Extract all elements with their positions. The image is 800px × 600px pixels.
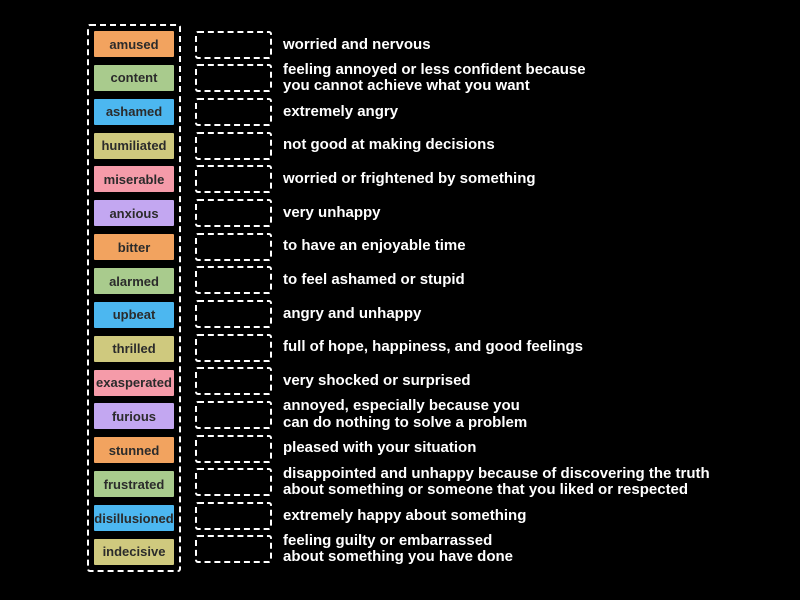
answer-tile-disillusioned[interactable]: disillusioned (93, 504, 175, 533)
match-row: annoyed, especially because you can do no… (195, 398, 795, 432)
drop-slot-16[interactable] (195, 535, 272, 564)
definition-line: very unhappy (283, 203, 381, 221)
definition-text: extremely angry (283, 102, 399, 121)
match-row: extremely happy about something (195, 499, 795, 533)
definition-line: can do nothing to solve a problem (283, 413, 528, 431)
definition-text: pleased with your situation (283, 440, 476, 457)
definition-text: very unhappy (283, 203, 381, 222)
drop-slot-14[interactable] (195, 468, 272, 497)
definition-line: extremely happy about something (283, 506, 527, 524)
drop-slot-10[interactable] (195, 333, 272, 362)
definition-text: annoyed, especially because you can do no… (283, 398, 527, 431)
answer-tile-content[interactable]: content (93, 63, 175, 92)
match-row: worried or frightened by something (195, 163, 795, 197)
match-row: feeling annoyed or less confident becaus… (195, 60, 795, 96)
match-row: not good at making decisions (195, 129, 795, 163)
answer-tile-amused[interactable]: amused (93, 30, 175, 58)
match-row: extremely angry (195, 95, 795, 129)
answer-tile-furious[interactable]: furious (93, 402, 175, 431)
answer-tile-indecisive[interactable]: indecisive (93, 537, 175, 566)
definition-line: very shocked or surprised (283, 371, 471, 389)
definition-text: full of hope, happiness, and good feelin… (283, 339, 583, 356)
answer-tile-upbeat[interactable]: upbeat (93, 300, 175, 329)
definition-line: extremely angry (283, 102, 399, 120)
match-row: very unhappy (195, 196, 795, 230)
match-row: disappointed and unhappy because of disc… (195, 465, 795, 499)
answer-tile-thrilled[interactable]: thrilled (93, 334, 175, 363)
definition-line: worried and nervous (283, 35, 431, 53)
match-row: angry and unhappy (195, 297, 795, 331)
definition-text: not good at making decisions (283, 137, 495, 154)
answer-tile-frustrated[interactable]: frustrated (93, 470, 175, 499)
answer-tile-alarmed[interactable]: alarmed (93, 267, 175, 296)
answer-tile-humiliated[interactable]: humiliated (93, 131, 175, 160)
match-row: to feel ashamed or stupid (195, 263, 795, 297)
drop-slot-13[interactable] (195, 434, 272, 463)
definition-text: worried or frightened by something (283, 171, 536, 188)
definition-text: disappointed and unhappy because of disc… (283, 464, 710, 499)
drop-slot-11[interactable] (195, 367, 272, 396)
match-row: very shocked or surprised (195, 364, 795, 398)
definition-text: to have an enjoyable time (283, 238, 466, 255)
match-row: feeling guilty or embarrassed about somet… (195, 531, 795, 567)
answer-tile-bitter[interactable]: bitter (93, 233, 175, 262)
definition-line: not good at making decisions (283, 136, 495, 154)
drop-slot-12[interactable] (195, 400, 272, 429)
match-row: full of hope, happiness, and good feelin… (195, 331, 795, 365)
drop-slot-7[interactable] (195, 232, 272, 261)
match-row: to have an enjoyable time (195, 230, 795, 264)
definition-line: about something or someone that you like… (283, 481, 689, 499)
drop-slot-6[interactable] (195, 199, 272, 228)
match-row: pleased with your situation (195, 432, 795, 466)
definition-text: feeling guilty or embarrassed about somet… (283, 531, 514, 566)
definition-text: to feel ashamed or stupid (283, 272, 465, 289)
definition-line: angry and unhappy (283, 304, 422, 322)
definition-line: feeling guilty or embarrassed (283, 531, 493, 549)
definition-line: pleased with your situation (283, 439, 477, 457)
answer-tile-exasperated[interactable]: exasperated (93, 368, 175, 397)
drop-slot-15[interactable] (195, 501, 272, 530)
answer-tile-anxious[interactable]: anxious (93, 199, 175, 228)
definition-line: disappointed and unhappy because of disc… (283, 464, 710, 482)
definition-text: worried and nervous (283, 35, 431, 54)
definition-line: full of hope, happiness, and good feelin… (283, 338, 584, 356)
drop-slot-9[interactable] (195, 299, 272, 328)
answer-tile-ashamed[interactable]: ashamed (93, 97, 175, 126)
definition-text: feeling annoyed or less confident becaus… (283, 60, 586, 95)
definition-line: feeling annoyed or less confident becaus… (283, 60, 586, 78)
definition-line: to have an enjoyable time (283, 237, 466, 255)
drop-slot-8[interactable] (195, 266, 272, 295)
definition-line: about something you have done (283, 548, 514, 566)
drop-slot-2[interactable] (195, 64, 272, 93)
definition-text: extremely happy about something (283, 506, 527, 525)
definition-text: angry and unhappy (283, 304, 422, 323)
match-row: worried and nervous (195, 28, 795, 62)
definitions-column: worried and nervous feeling annoyed or le… (195, 28, 795, 566)
answer-tile-stunned[interactable]: stunned (93, 436, 175, 465)
definition-line: annoyed, especially because you (283, 397, 520, 415)
definition-line: worried or frightened by something (283, 170, 536, 188)
definition-line: to feel ashamed or stupid (283, 271, 465, 289)
drop-slot-4[interactable] (195, 131, 272, 160)
drop-slot-5[interactable] (195, 165, 272, 194)
definition-line: you cannot achieve what you want (283, 77, 530, 95)
answers-panel: amused content ashamed humiliated miserable a… (87, 24, 181, 572)
drop-slot-1[interactable] (195, 30, 272, 59)
definition-text: very shocked or surprised (283, 371, 471, 390)
drop-slot-3[interactable] (195, 98, 272, 127)
answer-tile-miserable[interactable]: miserable (93, 165, 175, 194)
